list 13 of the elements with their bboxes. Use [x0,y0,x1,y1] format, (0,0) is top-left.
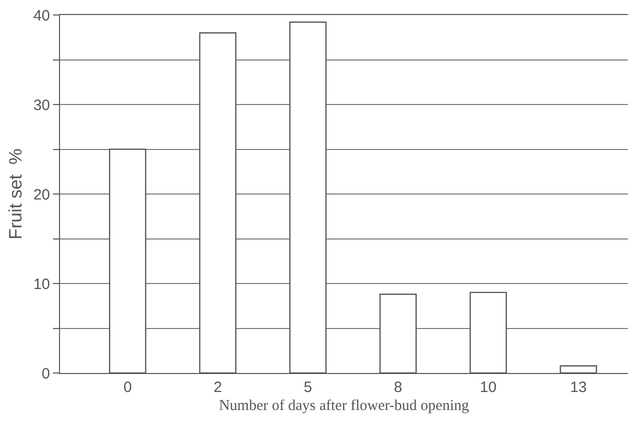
x-tick-label: 10 [480,379,497,396]
y-axis-title: Fruit set % [6,148,26,240]
y-tick-label: 0 [42,365,50,382]
y-tick-label: 40 [33,7,50,24]
y-tick-label: 30 [33,96,50,114]
x-axis-title: Number of days after flower-bud opening [218,398,470,414]
y-tick-label: 20 [33,186,50,204]
x-tick-label: 8 [394,379,402,396]
x-tick-label: 2 [214,379,222,396]
x-tick-label: 13 [570,379,587,396]
x-tick-label: 5 [304,379,312,396]
x-tick-label: 0 [123,379,132,396]
y-tick-label: 10 [33,276,50,293]
